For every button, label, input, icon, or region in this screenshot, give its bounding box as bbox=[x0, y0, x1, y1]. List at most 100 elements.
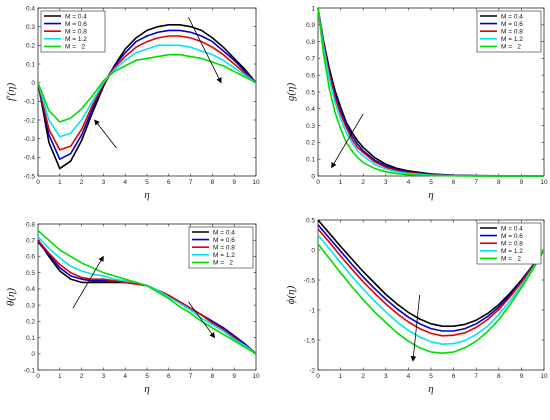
series-line-3 bbox=[317, 228, 545, 337]
y-tick-label: 0.9 bbox=[306, 22, 315, 29]
legend-label: M = 0.4 bbox=[213, 229, 235, 236]
x-tick-label: 0 bbox=[36, 179, 40, 186]
x-tick-label: 7 bbox=[474, 373, 478, 380]
x-tick-label: 10 bbox=[252, 179, 260, 186]
x-tick-label: 3 bbox=[384, 373, 388, 380]
y-tick-label: 0 bbox=[31, 351, 35, 358]
trend-arrow bbox=[94, 119, 117, 149]
x-tick-label: 8 bbox=[497, 373, 501, 380]
y-tick-label: 0.3 bbox=[26, 24, 35, 31]
y-tick-label: 0.7 bbox=[306, 56, 315, 63]
legend-label: M = 0.6 bbox=[501, 21, 523, 28]
x-tick-label: 10 bbox=[540, 179, 548, 186]
y-tick-label: -0.5 bbox=[24, 173, 36, 180]
x-tick-label: 6 bbox=[167, 179, 171, 186]
y-tick-label: 0.4 bbox=[306, 106, 315, 113]
y-tick-label: 0.5 bbox=[306, 217, 315, 224]
y-tick-label: 0.4 bbox=[26, 5, 35, 12]
x-axis-label: η bbox=[428, 189, 433, 201]
x-tick-label: 1 bbox=[339, 373, 343, 380]
x-tick-label: 9 bbox=[232, 373, 236, 380]
x-tick-label: 4 bbox=[407, 373, 411, 380]
legend-label: M = 0.6 bbox=[213, 237, 235, 244]
y-tick-label: 0.1 bbox=[306, 157, 315, 164]
legend-label: M = 2 bbox=[501, 44, 521, 51]
legend-label: M = 0.4 bbox=[501, 225, 523, 232]
chart-panel-2: 0 1 2 3 4 5 6 7 8 9 10 0 0.1 0.2 0.3 0.4 0.5 0.6 0.7 0.8 0.9… bbox=[285, 5, 548, 201]
y-tick-label: 0.5 bbox=[306, 89, 315, 96]
legend: M = 0.4M = 0.6M = 0.8M = 1.2M = 2 bbox=[476, 222, 542, 265]
legend-label: M = 0.8 bbox=[501, 241, 523, 248]
legend-label: M = 0.8 bbox=[65, 29, 87, 36]
legend: M = 0.4M = 0.6M = 0.8M = 1.2M = 2 bbox=[40, 10, 106, 53]
y-tick-label: 0 bbox=[311, 173, 315, 180]
series-line-1 bbox=[317, 219, 545, 328]
x-tick-label: 8 bbox=[497, 179, 501, 186]
y-tick-label: -0.3 bbox=[24, 136, 36, 143]
x-tick-label: 5 bbox=[145, 179, 149, 186]
x-axis-label: η bbox=[144, 383, 149, 395]
y-axis-label: f′(η) bbox=[5, 83, 17, 102]
x-tick-label: 1 bbox=[339, 179, 343, 186]
trend-arrow bbox=[188, 301, 216, 339]
x-tick-label: 9 bbox=[520, 373, 524, 380]
x-tick-label: 7 bbox=[189, 373, 193, 380]
legend-label: M = 0.4 bbox=[65, 13, 87, 20]
legend: M = 0.4M = 0.6M = 0.8M = 1.2M = 2 bbox=[476, 10, 542, 53]
y-tick-label: 0.6 bbox=[306, 73, 315, 80]
y-tick-label: -0.1 bbox=[24, 99, 36, 106]
y-tick-label: 0.1 bbox=[26, 61, 35, 68]
x-tick-label: 4 bbox=[123, 179, 127, 186]
series-line-5 bbox=[317, 7, 544, 177]
x-tick-label: 4 bbox=[407, 179, 411, 186]
x-tick-label: 9 bbox=[520, 179, 524, 186]
y-tick-label: -0.2 bbox=[24, 117, 36, 124]
x-tick-label: 7 bbox=[189, 179, 193, 186]
y-tick-label: 0.2 bbox=[306, 140, 315, 147]
x-tick-label: 2 bbox=[80, 179, 84, 186]
x-tick-label: 10 bbox=[540, 373, 548, 380]
x-tick-label: 2 bbox=[361, 373, 365, 380]
legend-label: M = 0.6 bbox=[65, 21, 87, 28]
series-line-3 bbox=[37, 35, 257, 151]
x-tick-label: 7 bbox=[474, 179, 478, 186]
y-tick-label: -0.1 bbox=[24, 367, 36, 374]
x-tick-label: 0 bbox=[316, 373, 320, 380]
series-line-2 bbox=[317, 224, 545, 332]
x-tick-label: 9 bbox=[232, 179, 236, 186]
y-axis-label: ϕ(η) bbox=[285, 285, 297, 304]
legend-label: M = 0.6 bbox=[501, 233, 523, 240]
series-line-1 bbox=[37, 23, 257, 170]
y-tick-label: -0.4 bbox=[24, 155, 36, 162]
y-tick-label: 0.2 bbox=[26, 319, 35, 326]
trend-arrow bbox=[331, 113, 364, 169]
chart-panel-1: 0 1 2 3 4 5 6 7 8 9 10 -0.5 -0.4 -0.3 -0.2 -0.1 0 0.1 0.2 0… bbox=[5, 5, 260, 201]
y-tick-label: 0.7 bbox=[26, 238, 35, 245]
x-tick-label: 3 bbox=[384, 179, 388, 186]
x-tick-label: 6 bbox=[167, 373, 171, 380]
y-tick-label: 0.2 bbox=[26, 43, 35, 50]
x-tick-label: 6 bbox=[452, 179, 456, 186]
x-tick-label: 3 bbox=[102, 373, 106, 380]
series-line-5 bbox=[317, 243, 545, 355]
legend-label: M = 1.2 bbox=[501, 248, 523, 255]
x-tick-label: 5 bbox=[429, 179, 433, 186]
x-tick-label: 2 bbox=[361, 179, 365, 186]
y-tick-label: 0.3 bbox=[26, 302, 35, 309]
y-tick-label: 0 bbox=[31, 80, 35, 87]
x-tick-label: 3 bbox=[102, 179, 106, 186]
y-tick-label: 0.5 bbox=[26, 270, 35, 277]
y-tick-label: 0.1 bbox=[26, 335, 35, 342]
legend-label: M = 2 bbox=[213, 260, 233, 267]
x-tick-label: 8 bbox=[211, 373, 215, 380]
legend-label: M = 0.4 bbox=[501, 13, 523, 20]
x-tick-label: 5 bbox=[145, 373, 149, 380]
y-tick-label: 0.8 bbox=[306, 39, 315, 46]
x-tick-label: 1 bbox=[58, 373, 62, 380]
y-axis-label: θ(η) bbox=[5, 288, 17, 307]
x-tick-label: 8 bbox=[211, 179, 215, 186]
chart-panel-3: 0 1 2 3 4 5 6 7 8 9 10-0.100.10.20.30.40.50.60.70.… bbox=[5, 221, 260, 395]
x-tick-label: 4 bbox=[123, 373, 127, 380]
x-tick-label: 5 bbox=[429, 373, 433, 380]
